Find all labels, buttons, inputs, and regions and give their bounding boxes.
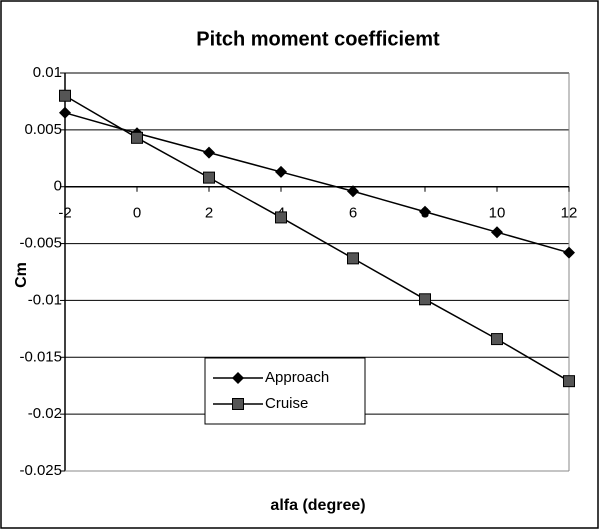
y-tick-label: 0.005: [24, 121, 62, 138]
marker: [563, 375, 575, 388]
y-tick-label: 0.01: [33, 64, 62, 81]
marker: [131, 131, 143, 144]
series-line: [64, 112, 570, 254]
marker: [203, 171, 215, 184]
x-tick-label: 0: [133, 205, 141, 222]
legend-label: Cruise: [265, 395, 308, 412]
marker: [491, 333, 503, 346]
marker: [59, 89, 71, 102]
marker: [232, 398, 244, 410]
x-tick-label: 6: [349, 205, 357, 222]
x-tick-label: -2: [58, 205, 71, 222]
marker: [347, 185, 359, 198]
x-axis-label: alfa (degree): [270, 497, 365, 514]
legend: Approach Cruise: [204, 357, 366, 425]
y-tick-label: -0.025: [19, 462, 62, 479]
y-axis-label: Cm: [13, 262, 30, 288]
marker: [232, 372, 244, 384]
marker: [347, 252, 359, 265]
x-tick-label: 12: [561, 205, 578, 222]
y-tick-label: -0.005: [19, 235, 62, 252]
series-line: [64, 95, 570, 382]
x-tick-label: 10: [489, 205, 506, 222]
marker: [275, 165, 287, 178]
marker: [203, 146, 215, 159]
legend-label: Approach: [265, 369, 329, 386]
marker: [491, 226, 503, 239]
marker: [563, 246, 575, 259]
marker: [59, 106, 71, 119]
marker: [419, 293, 431, 306]
y-tick-label: -0.015: [19, 348, 62, 365]
y-tick-label: -0.01: [28, 291, 62, 308]
chart-title: Pitch moment coefficiemt: [196, 28, 440, 50]
marker: [275, 211, 287, 224]
y-tick-label: 0: [54, 178, 62, 195]
legend-box: [204, 357, 366, 425]
y-tick-label: -0.02: [28, 405, 62, 422]
x-tick-label: 2: [205, 205, 213, 222]
marker: [419, 205, 431, 218]
